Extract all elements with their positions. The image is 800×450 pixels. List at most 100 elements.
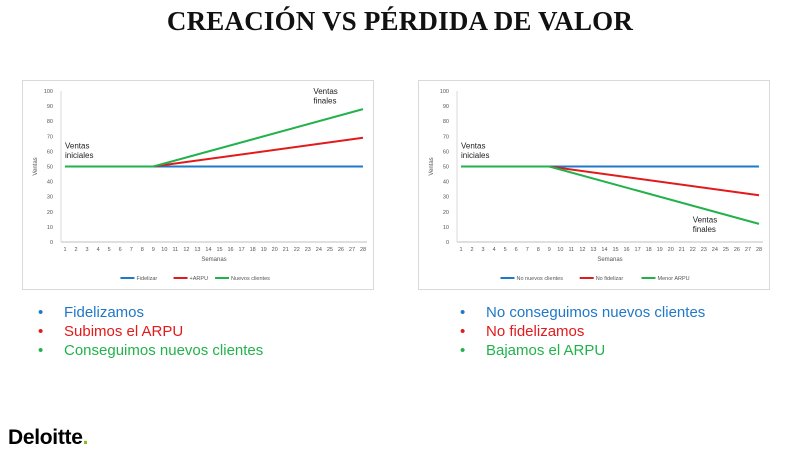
- creacion-y-tick-label: 100: [44, 89, 53, 95]
- perdida-y-tick-label: 60: [443, 149, 449, 155]
- perdida-x-tick-label: 16: [623, 247, 629, 253]
- bullet-perdida-item-1: • No conseguimos nuevos clientes: [452, 303, 705, 322]
- perdida-x-tick-label: 13: [590, 247, 596, 253]
- creacion-y-tick-label: 40: [47, 180, 53, 186]
- perdida-x-tick-label: 2: [471, 247, 474, 253]
- perdida-x-tick-label: 20: [668, 247, 674, 253]
- creacion-y-tick-label: 70: [47, 134, 53, 140]
- perdida-x-tick-label: 12: [579, 247, 585, 253]
- creacion-y-tick-label: 90: [47, 104, 53, 110]
- creacion-x-tick-label: 7: [130, 247, 133, 253]
- creacion-x-tick-label: 13: [194, 247, 200, 253]
- perdida-x-tick-label: 18: [646, 247, 652, 253]
- creacion-x-tick-label: 28: [360, 247, 366, 253]
- perdida-x-tick-label: 27: [745, 247, 751, 253]
- perdida-x-tick-label: 11: [569, 247, 575, 253]
- bullet-perdida-item-text: Bajamos el ARPU: [486, 342, 606, 359]
- bullet-creacion-item-text: Fidelizamos: [64, 304, 145, 321]
- creacion-x-tick-label: 3: [86, 247, 89, 253]
- perdida-x-tick-label: 7: [526, 247, 529, 253]
- perdida-y-axis-label: Ventas: [429, 157, 435, 175]
- bullet-perdida-item-2: • No fidelizamos: [452, 322, 705, 341]
- creacion-x-tick-label: 21: [283, 247, 289, 253]
- creacion-x-tick-label: 1: [63, 247, 66, 253]
- bullet-creacion-item-2: • Subimos el ARPU: [30, 322, 263, 341]
- creacion-y-tick-label: 30: [47, 195, 53, 201]
- perdida-x-axis-label: Semanas: [597, 257, 622, 263]
- creacion-x-tick-label: 17: [239, 247, 245, 253]
- perdida-annotation-line: Ventas: [461, 141, 485, 150]
- perdida-annotation-line: iniciales: [461, 151, 489, 160]
- bullet-dot-icon: •: [38, 342, 44, 359]
- creacion-y-tick-label: 50: [47, 165, 53, 171]
- creacion-y-tick-label: 10: [47, 225, 53, 231]
- bullet-dot-icon: •: [460, 323, 466, 340]
- bullet-dot-icon: •: [38, 304, 44, 321]
- bullet-dot-icon: •: [460, 342, 466, 359]
- creacion-x-tick-label: 25: [327, 247, 333, 253]
- perdida-annotation-2: Ventas finales: [693, 215, 717, 234]
- creacion-x-tick-label: 15: [216, 247, 222, 253]
- perdida-y-tick-label: 80: [443, 119, 449, 125]
- creacion-x-tick-label: 10: [161, 247, 167, 253]
- perdida-x-tick-label: 10: [557, 247, 563, 253]
- creacion-x-tick-label: 22: [294, 247, 300, 253]
- perdida-x-tick-label: 8: [537, 247, 540, 253]
- creacion-y-axis-label: Ventas: [33, 157, 39, 175]
- perdida-x-tick-label: 26: [734, 247, 740, 253]
- creacion-y-tick-label: 80: [47, 119, 53, 125]
- perdida-x-tick-label: 23: [701, 247, 707, 253]
- chart-perdida: 0 10 20 30 40 50 60 70 80 90 100 1 2 3 4 5 6 7 8 9 10 11 12 13 1…: [418, 80, 770, 290]
- bullet-creacion-item-3: • Conseguimos nuevos clientes: [30, 341, 263, 360]
- logo-text: Deloitte: [8, 426, 83, 449]
- bullets-creacion: • Fidelizamos • Subimos el ARPU • Conseguimos…: [30, 303, 263, 360]
- bullet-creacion-item-text: Subimos el ARPU: [64, 323, 184, 340]
- bullet-perdida-item-text: No conseguimos nuevos clientes: [486, 304, 706, 321]
- perdida-x-tick-label: 4: [493, 247, 496, 253]
- creacion-annotation-1: Ventas iniciales: [65, 141, 93, 160]
- perdida-annotation-line: finales: [693, 225, 716, 234]
- bullet-perdida-item-text: No fidelizamos: [486, 323, 585, 340]
- creacion-y-tick-label: 0: [50, 240, 53, 246]
- perdida-x-tick-label: 9: [548, 247, 551, 253]
- perdida-x-tick-label: 1: [459, 247, 462, 253]
- creacion-annotation-line: finales: [313, 97, 336, 106]
- slide-title: CREACIÓN VS PÉRDIDA DE VALOR: [166, 6, 634, 36]
- deloitte-logo: Deloitte.: [8, 426, 88, 450]
- perdida-y-tick-label: 100: [440, 89, 449, 95]
- creacion-annotation-line: iniciales: [65, 151, 93, 160]
- creacion-legend-label-1: Fidelizar: [136, 276, 157, 282]
- creacion-x-tick-label: 19: [261, 247, 267, 253]
- creacion-x-axis-label: Semanas: [201, 257, 226, 263]
- creacion-x-tick-label: 27: [349, 247, 355, 253]
- creacion-x-tick-label: 9: [152, 247, 155, 253]
- bullet-creacion-item-1: • Fidelizamos: [30, 303, 263, 322]
- creacion-x-tick-label: 5: [108, 247, 111, 253]
- chart-creacion: 0 10 20 30 40 50 60 70 80 90 100 1 2 3 4 5 6 7 8 9 10 11 12 13 1…: [22, 80, 374, 290]
- perdida-x-tick-label: 15: [612, 247, 618, 253]
- creacion-x-tick-label: 20: [272, 247, 278, 253]
- creacion-x-tick-label: 14: [205, 247, 211, 253]
- creacion-legend-label-2: +ARPU: [190, 276, 209, 282]
- perdida-x-tick-label: 6: [515, 247, 518, 253]
- perdida-y-tick-label: 30: [443, 195, 449, 201]
- perdida-y-tick-label: 20: [443, 210, 449, 216]
- perdida-x-tick-label: 25: [723, 247, 729, 253]
- creacion-annotation-line: Ventas: [313, 87, 337, 96]
- creacion-series-line-2: [65, 136, 364, 168]
- perdida-legend-label-2: No fidelizar: [596, 276, 624, 282]
- perdida-x-tick-label: 24: [712, 247, 718, 253]
- creacion-series-line-3: [65, 108, 364, 168]
- creacion-x-tick-label: 23: [305, 247, 311, 253]
- perdida-y-tick-label: 0: [446, 240, 449, 246]
- perdida-x-tick-label: 17: [635, 247, 641, 253]
- perdida-y-tick-label: 50: [443, 165, 449, 171]
- perdida-x-tick-label: 3: [482, 247, 485, 253]
- creacion-x-tick-label: 8: [141, 247, 144, 253]
- perdida-legend-label-3: Menor ARPU: [658, 276, 690, 282]
- perdida-legend-label-1: No nuevos clientes: [517, 276, 564, 282]
- creacion-y-tick-label: 20: [47, 210, 53, 216]
- bullet-creacion-item-text: Conseguimos nuevos clientes: [64, 342, 264, 359]
